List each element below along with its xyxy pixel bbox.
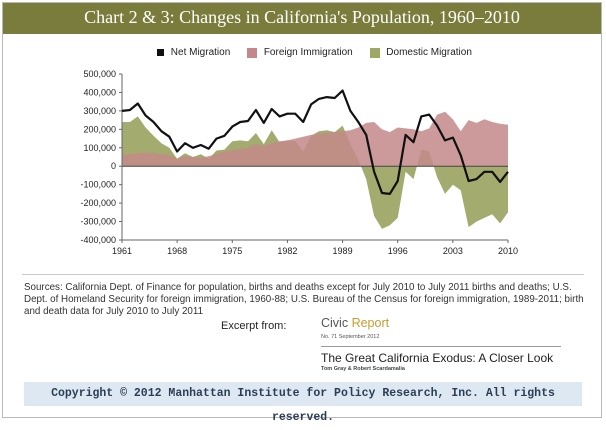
y-tick-label: -100,000 (80, 180, 116, 190)
excerpt-label: Excerpt from: (221, 320, 287, 332)
x-tick-label: 1989 (333, 246, 353, 256)
y-tick-label: 300,000 (83, 106, 116, 116)
legend-label-net-migration: Net Migration (170, 47, 231, 58)
chart-legend: Net Migration Foreign Immigration Domest… (157, 47, 472, 58)
logo-civic: Civic (321, 316, 349, 330)
y-tick-label: 400,000 (83, 87, 116, 97)
report-title: The Great California Exodus: A Closer Lo… (321, 351, 554, 365)
series-line-net-migration (121, 89, 509, 195)
series-area-foreign-immigration (122, 111, 508, 167)
sources-note: Sources: California Dept. of Finance for… (24, 282, 584, 317)
x-tick-label: 1961 (112, 246, 132, 256)
report-rule (321, 346, 561, 347)
y-tick-label: -400,000 (80, 235, 116, 245)
civic-report-logo: Civic Report (321, 316, 389, 330)
logo-report: Report (348, 316, 390, 330)
legend-swatch-domestic-migration (369, 47, 380, 58)
legend-label-foreign-immigration: Foreign Immigration (263, 47, 353, 58)
x-tick-label: 1968 (167, 246, 187, 256)
y-tick-label: 500,000 (83, 69, 116, 79)
y-tick-label: -200,000 (80, 198, 116, 208)
report-issue: No. 71 September 2012 (321, 334, 380, 340)
title-bar: Chart 2 & 3: Changes in California's Pop… (3, 3, 601, 34)
x-tick-label: 1982 (277, 246, 297, 256)
copyright-banner: Copyright © 2012 Manhattan Institute for… (24, 382, 582, 424)
legend-label-domestic-migration: Domestic Migration (386, 47, 472, 58)
legend-swatch-net-migration (157, 49, 164, 56)
report-authors: Tom Gray & Robert Scardamalia (321, 366, 405, 372)
x-tick-label: 1996 (388, 246, 408, 256)
legend-swatch-foreign-immigration (247, 47, 258, 58)
y-tick-label: -300,000 (80, 217, 116, 227)
y-tick-label: 200,000 (83, 124, 116, 134)
figure-frame (2, 2, 602, 418)
y-tick-label: 0 (111, 161, 116, 171)
x-tick-label: 1975 (222, 246, 242, 256)
chart-title: Chart 2 & 3: Changes in California's Pop… (84, 7, 520, 27)
chart-plot: 500,000 400,000 300,000 200,000 100,000 0 -100… (80, 69, 518, 256)
x-tick-label: 2010 (498, 246, 518, 256)
y-tick-label: 100,000 (83, 143, 116, 153)
divider (22, 274, 584, 275)
x-tick-label: 2003 (443, 246, 463, 256)
